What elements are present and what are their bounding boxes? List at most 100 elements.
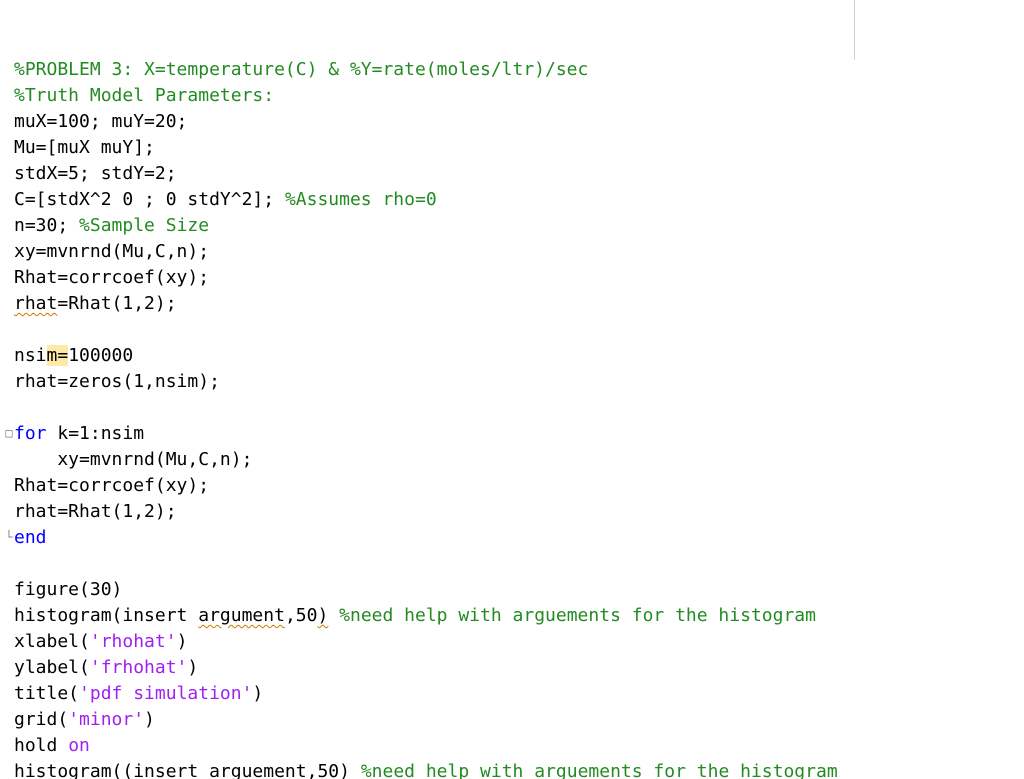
fold-gutter-icon	[4, 576, 14, 602]
fold-gutter-icon	[4, 654, 14, 680]
fold-gutter-icon	[4, 680, 14, 706]
code-line[interactable]: rhat=Rhat(1,2);	[4, 290, 1024, 316]
code-token: figure(30)	[14, 579, 122, 600]
code-token: histogram(insert	[14, 605, 198, 626]
code-token: argument	[198, 605, 285, 626]
code-line[interactable]: Mu=[muX muY];	[4, 134, 1024, 160]
fold-gutter-icon	[4, 446, 14, 472]
code-token: ,50	[307, 761, 340, 779]
code-line[interactable]: Rhat=corrcoef(xy);	[4, 264, 1024, 290]
code-line[interactable]: ylabel('frhohat')	[4, 654, 1024, 680]
code-token: stdX=5; stdY=2;	[14, 163, 177, 184]
code-token: 'rhohat'	[90, 631, 177, 652]
code-token: C=[stdX^2 0 ; 0 stdY^2];	[14, 189, 285, 210]
fold-gutter-icon	[4, 264, 14, 290]
code-line[interactable]: Rhat=corrcoef(xy);	[4, 472, 1024, 498]
code-line[interactable]: histogram(insert argument,50) %need help…	[4, 602, 1024, 628]
code-token: end	[14, 527, 47, 548]
code-token: )	[144, 709, 155, 730]
code-token: ylabel(	[14, 657, 90, 678]
code-line[interactable]: stdX=5; stdY=2;	[4, 160, 1024, 186]
code-editor[interactable]: %PROBLEM 3: X=temperature(C) & %Y=rate(m…	[0, 0, 1024, 779]
code-token: histogram((insert	[14, 761, 209, 779]
fold-gutter-icon	[4, 394, 14, 420]
code-token: rhat=Rhat(1,2);	[14, 501, 177, 522]
fold-gutter-icon	[4, 758, 14, 779]
fold-gutter-icon: └	[4, 524, 14, 550]
code-line[interactable]: xy=mvnrnd(Mu,C,n);	[4, 446, 1024, 472]
fold-gutter-icon	[4, 290, 14, 316]
code-token: %Truth Model Parameters:	[14, 85, 274, 106]
code-token: Rhat=corrcoef(xy);	[14, 267, 209, 288]
code-token: Rhat=corrcoef(xy);	[14, 475, 209, 496]
fold-gutter-icon	[4, 706, 14, 732]
code-token: 'frhohat'	[90, 657, 188, 678]
fold-gutter-icon	[4, 212, 14, 238]
fold-gutter-icon: □	[4, 420, 14, 446]
code-token: )	[252, 683, 263, 704]
code-token: )	[317, 605, 328, 626]
code-token: for	[14, 423, 47, 444]
code-token: 'minor'	[68, 709, 144, 730]
code-line[interactable]: histogram((insert arguement,50) %need he…	[4, 758, 1024, 779]
code-line[interactable]: hold on	[4, 732, 1024, 758]
code-line[interactable]: %PROBLEM 3: X=temperature(C) & %Y=rate(m…	[4, 56, 1024, 82]
code-token: k=1:nsim	[47, 423, 145, 444]
fold-gutter-icon	[4, 56, 14, 82]
code-token	[328, 605, 339, 626]
code-token: on	[68, 735, 90, 756]
code-line[interactable]: nsim=100000	[4, 342, 1024, 368]
fold-gutter-icon	[4, 82, 14, 108]
vertical-margin-line	[854, 0, 855, 60]
code-token: %need help with arguements for the histo…	[339, 605, 816, 626]
code-line[interactable]: └end	[4, 524, 1024, 550]
code-line[interactable]: muX=100; muY=20;	[4, 108, 1024, 134]
code-line[interactable]: rhat=Rhat(1,2);	[4, 498, 1024, 524]
fold-gutter-icon	[4, 602, 14, 628]
fold-gutter-icon	[4, 342, 14, 368]
code-line[interactable]: C=[stdX^2 0 ; 0 stdY^2]; %Assumes rho=0	[4, 186, 1024, 212]
fold-gutter-icon	[4, 368, 14, 394]
fold-gutter-icon	[4, 316, 14, 342]
code-token: %Assumes rho=0	[285, 189, 437, 210]
code-token: xy=mvnrnd(Mu,C,n);	[14, 449, 252, 470]
code-line[interactable]: □for k=1:nsim	[4, 420, 1024, 446]
code-token: n=30;	[14, 215, 79, 236]
code-line[interactable]: xlabel('rhohat')	[4, 628, 1024, 654]
code-token	[350, 761, 361, 779]
code-line[interactable]: title('pdf simulation')	[4, 680, 1024, 706]
code-token: title(	[14, 683, 79, 704]
code-token: muX=100; muY=20;	[14, 111, 187, 132]
code-line[interactable]	[4, 316, 1024, 342]
code-token: hold	[14, 735, 68, 756]
fold-gutter-icon	[4, 550, 14, 576]
code-line[interactable]: rhat=zeros(1,nsim);	[4, 368, 1024, 394]
code-line[interactable]: %Truth Model Parameters:	[4, 82, 1024, 108]
code-line[interactable]	[4, 394, 1024, 420]
fold-gutter-icon	[4, 472, 14, 498]
code-token: grid(	[14, 709, 68, 730]
code-line[interactable]	[4, 550, 1024, 576]
code-line[interactable]: n=30; %Sample Size	[4, 212, 1024, 238]
code-token: )	[177, 631, 188, 652]
fold-gutter-icon	[4, 134, 14, 160]
fold-gutter-icon	[4, 160, 14, 186]
code-token: %PROBLEM 3: X=temperature(C) & %Y=rate(m…	[14, 59, 588, 80]
code-token: nsi	[14, 345, 47, 366]
code-token: m=	[47, 345, 69, 366]
code-line[interactable]: grid('minor')	[4, 706, 1024, 732]
code-token: )	[187, 657, 198, 678]
fold-gutter-icon	[4, 628, 14, 654]
fold-gutter-icon	[4, 238, 14, 264]
fold-gutter-icon	[4, 108, 14, 134]
code-token: rhat=zeros(1,nsim);	[14, 371, 220, 392]
code-line[interactable]: figure(30)	[4, 576, 1024, 602]
code-token: ,50	[285, 605, 318, 626]
code-token: rhat	[14, 293, 57, 314]
code-token: 100000	[68, 345, 133, 366]
code-line[interactable]: xy=mvnrnd(Mu,C,n);	[4, 238, 1024, 264]
code-token: %need help with arguements for the histo…	[361, 761, 838, 779]
code-token: )	[339, 761, 350, 779]
code-token: %Sample Size	[79, 215, 209, 236]
fold-gutter-icon	[4, 732, 14, 758]
